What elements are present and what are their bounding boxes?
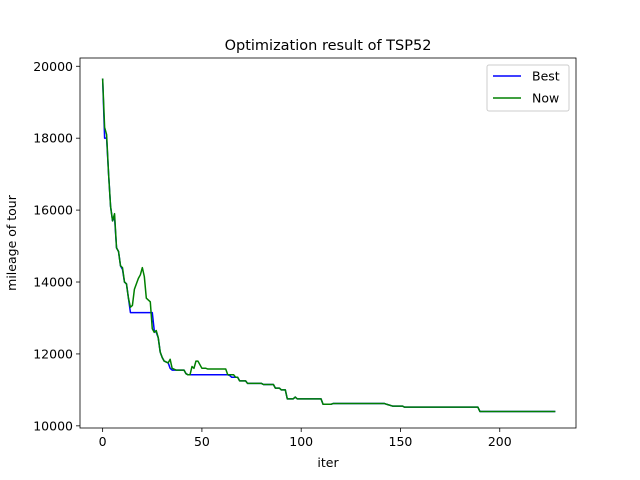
x-axis-ticks: 0 50 100 150 200: [99, 428, 512, 449]
x-tick-label: 100: [289, 434, 313, 449]
y-tick-label: 16000: [33, 203, 73, 218]
legend: Best Now: [486, 64, 570, 112]
x-axis-label: iter: [317, 455, 339, 470]
x-tick-label: 150: [389, 434, 413, 449]
y-axis-label: mileage of tour: [4, 194, 19, 291]
y-tick-label: 14000: [33, 275, 73, 290]
plot-frame: [79, 57, 577, 429]
legend-label-best: Best: [532, 69, 560, 84]
y-tick-label: 20000: [33, 59, 73, 74]
chart-title: Optimization result of TSP52: [225, 38, 432, 54]
y-tick-label: 12000: [33, 346, 73, 361]
y-tick-label: 10000: [33, 418, 73, 433]
x-tick-label: 0: [99, 434, 107, 449]
x-tick-label: 200: [488, 434, 512, 449]
y-tick-label: 18000: [33, 131, 73, 146]
y-axis-ticks: 10000 12000 14000 16000 18000 20000: [33, 59, 80, 433]
plot-lines: [101, 78, 556, 413]
legend-label-now: Now: [532, 91, 559, 106]
x-tick-label: 50: [194, 434, 210, 449]
series-line-now: [101, 78, 556, 413]
